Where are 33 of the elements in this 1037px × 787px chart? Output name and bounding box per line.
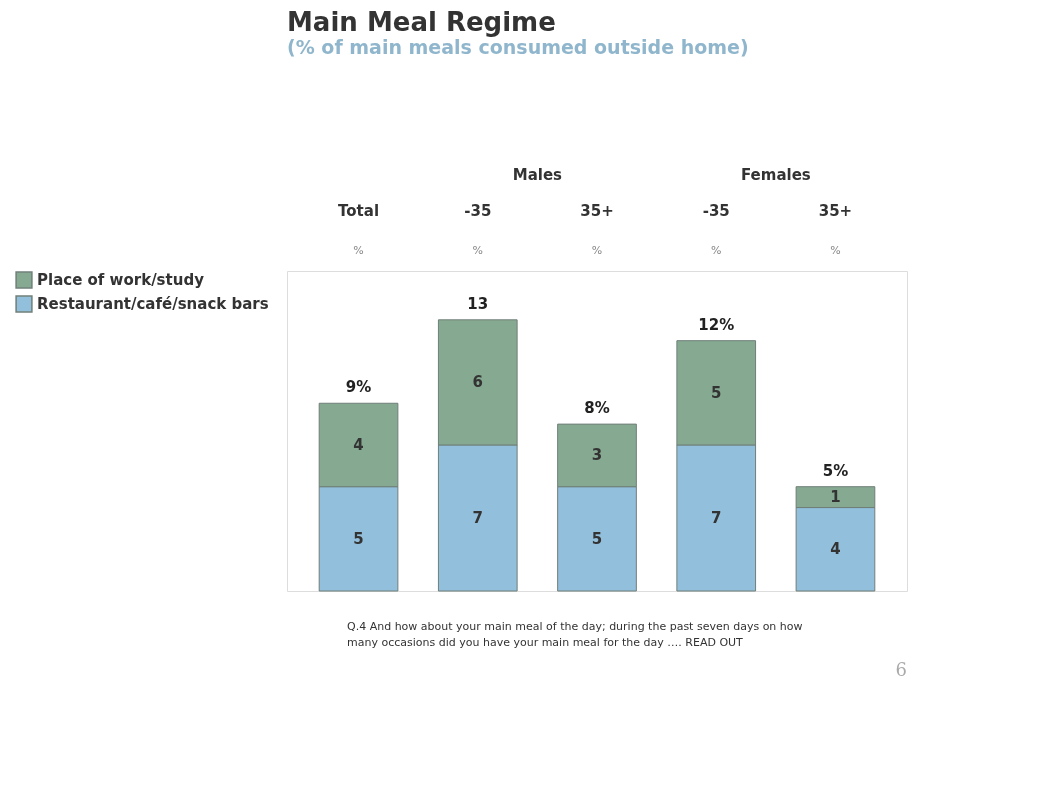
total-label: 5%	[822, 461, 849, 480]
data-label: 5	[711, 383, 722, 402]
x-tick-label: -35	[464, 202, 492, 220]
text: Q.4 And how about your main meal of the day; during the past seven days on how many occasions did you have your main meal for the day …. READ OUT	[347, 620, 803, 649]
total-label: 8%	[584, 399, 610, 418]
text: %	[353, 244, 364, 257]
total-label: 12%	[698, 315, 735, 334]
data-label: 7	[472, 508, 483, 527]
text: Males	[512, 166, 563, 184]
data-label: 5	[591, 529, 603, 548]
data-label: 5	[353, 529, 364, 548]
data-label: 1	[830, 488, 841, 507]
x-tick-label: Total	[338, 202, 380, 220]
text: %	[830, 244, 841, 257]
text: %	[711, 244, 722, 257]
total-label: 9%	[345, 378, 372, 397]
data-label: 7	[711, 508, 722, 527]
chart-subtitle: (% of main meals consumed outside home)	[287, 36, 749, 58]
text: 6	[895, 659, 907, 680]
x-tick-label: 35+	[818, 202, 853, 220]
text: %	[472, 244, 483, 257]
data-label: 4	[830, 540, 841, 559]
total-label: 13	[467, 294, 489, 313]
data-label: 4	[353, 435, 364, 454]
text: Females	[740, 166, 811, 184]
chart-title: Main Meal Regime	[287, 7, 556, 37]
x-tick-label: -35	[702, 202, 730, 220]
data-label: 3	[591, 446, 603, 465]
legend-label: Restaurant/café/snack bars	[37, 295, 269, 313]
data-label: 6	[472, 373, 483, 392]
legend-label: Place of work/study	[37, 271, 205, 289]
text: %	[591, 244, 603, 257]
x-tick-label: 35+	[580, 202, 614, 220]
